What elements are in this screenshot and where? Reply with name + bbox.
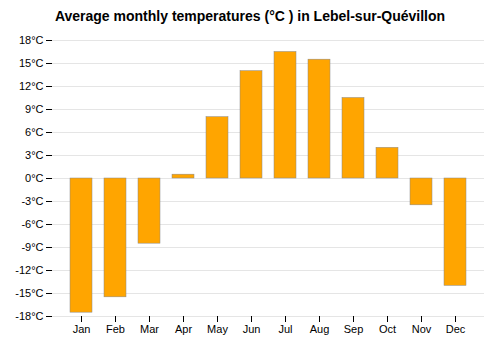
svg-text:Sep: Sep <box>344 323 364 335</box>
svg-text:18°C: 18°C <box>19 34 44 46</box>
svg-text:6°C: 6°C <box>25 126 44 138</box>
svg-text:Oct: Oct <box>379 323 396 335</box>
svg-text:Jun: Jun <box>243 323 261 335</box>
svg-text:-15°C: -15°C <box>15 287 43 299</box>
html-text:Average monthly temperatures (: Average monthly temperatures (°C ) in Le… <box>54 8 446 24</box>
svg-text:0°C: 0°C <box>25 172 44 184</box>
svg-text:-3°C: -3°C <box>21 195 43 207</box>
svg-text:Mar: Mar <box>140 323 159 335</box>
svg-text:-9°C: -9°C <box>21 241 43 253</box>
svg-text:Feb: Feb <box>106 323 125 335</box>
svg-text:Jan: Jan <box>73 323 91 335</box>
svg-text:-12°C: -12°C <box>15 264 43 276</box>
svg-text:9°C: 9°C <box>25 103 44 115</box>
svg-text:-18°C: -18°C <box>15 310 43 322</box>
svg-text:12°C: 12°C <box>19 80 44 92</box>
svg-text:Dec: Dec <box>446 323 466 335</box>
svg-text:3°C: 3°C <box>25 149 44 161</box>
svg-text:Aug: Aug <box>310 323 330 335</box>
svg-text:Apr: Apr <box>175 323 192 335</box>
svg-text:Nov: Nov <box>412 323 432 335</box>
svg-text:May: May <box>207 323 228 335</box>
svg-text:15°C: 15°C <box>19 57 44 69</box>
svg-text:Jul: Jul <box>278 323 292 335</box>
svg-text:-6°C: -6°C <box>21 218 43 230</box>
